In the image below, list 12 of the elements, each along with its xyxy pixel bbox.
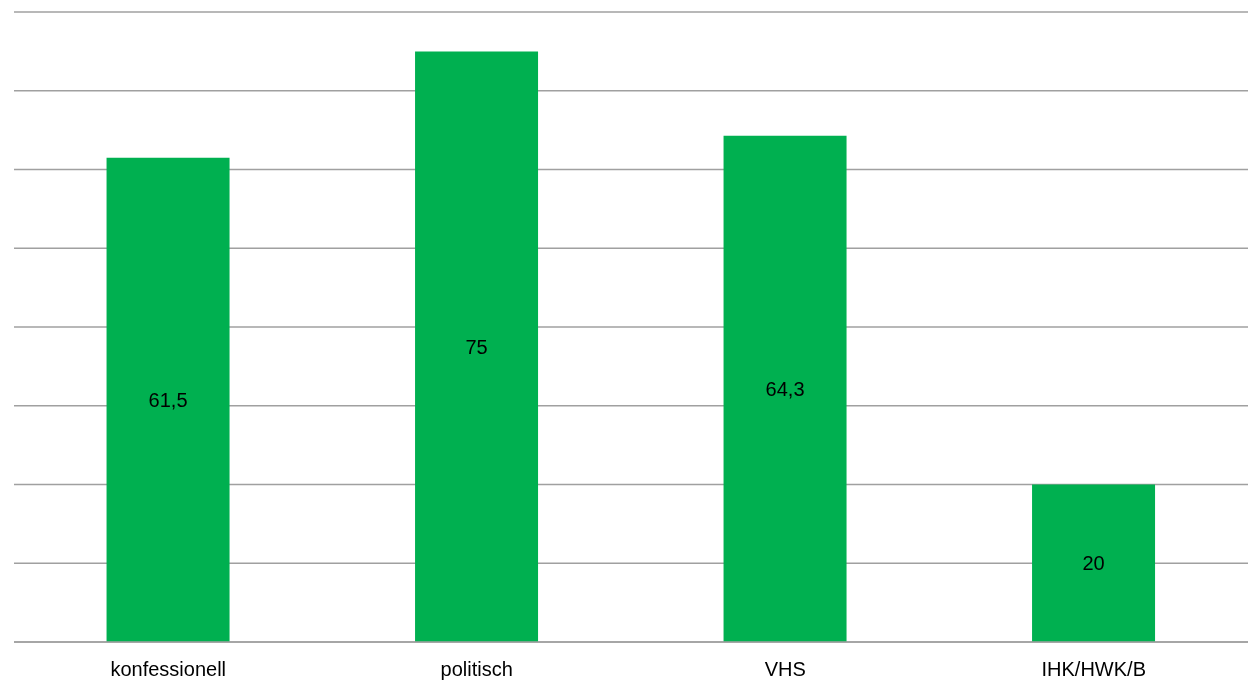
x-tick-label: konfessionell bbox=[110, 658, 227, 681]
bar bbox=[723, 135, 847, 642]
bar bbox=[1032, 484, 1156, 642]
bar bbox=[415, 51, 539, 642]
data-label: 61,5 bbox=[148, 388, 188, 411]
x-tick-label: VHS bbox=[764, 658, 806, 681]
x-tick-label: politisch bbox=[440, 658, 513, 681]
data-label: 20 bbox=[1082, 552, 1105, 575]
bar bbox=[106, 157, 230, 642]
data-label: 64,3 bbox=[765, 377, 805, 400]
x-tick-label: IHK/HWK/B bbox=[1041, 658, 1146, 681]
data-label: 75 bbox=[465, 335, 488, 358]
